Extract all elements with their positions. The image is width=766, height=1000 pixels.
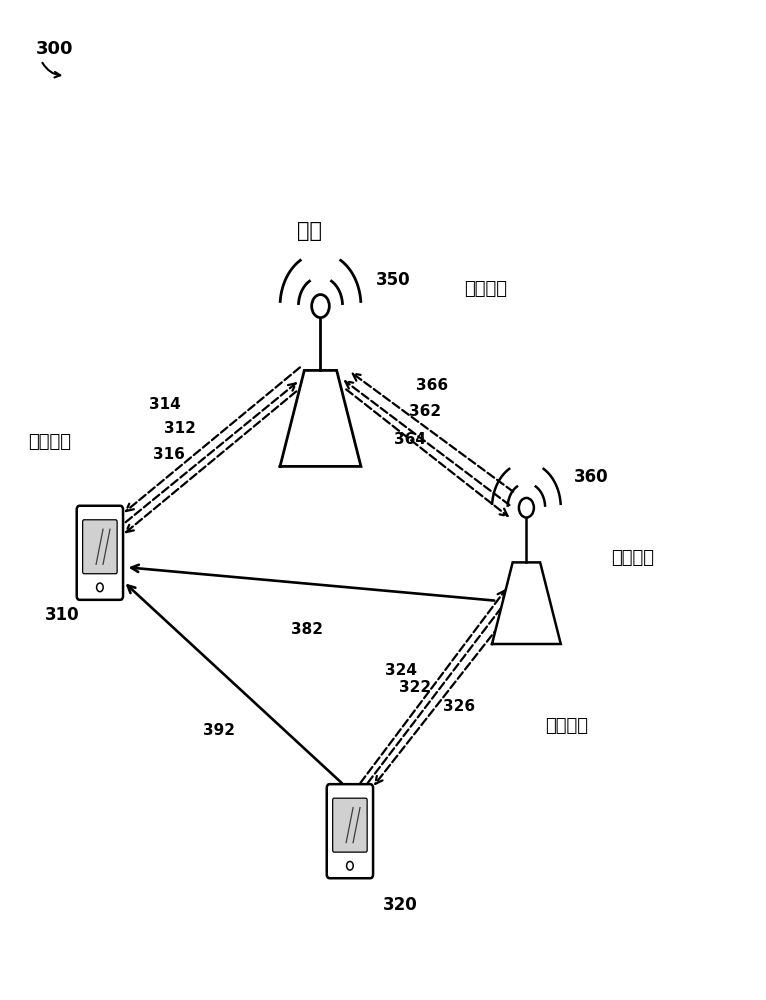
FancyBboxPatch shape bbox=[83, 520, 117, 574]
Text: 300: 300 bbox=[36, 40, 74, 58]
FancyArrowPatch shape bbox=[360, 591, 505, 783]
Text: 312: 312 bbox=[164, 421, 195, 436]
Polygon shape bbox=[492, 562, 561, 644]
Text: 382: 382 bbox=[291, 622, 323, 637]
Text: 326: 326 bbox=[444, 699, 476, 714]
FancyArrowPatch shape bbox=[352, 374, 513, 492]
Text: 316: 316 bbox=[152, 447, 185, 462]
FancyArrowPatch shape bbox=[126, 391, 296, 532]
FancyBboxPatch shape bbox=[332, 798, 367, 852]
Text: 直接链路: 直接链路 bbox=[28, 433, 71, 451]
Text: 366: 366 bbox=[416, 378, 448, 393]
Text: 360: 360 bbox=[574, 468, 609, 486]
FancyArrowPatch shape bbox=[368, 593, 512, 783]
Text: 320: 320 bbox=[383, 896, 417, 914]
FancyBboxPatch shape bbox=[327, 784, 373, 878]
Text: 314: 314 bbox=[149, 397, 181, 412]
Text: 接入链路: 接入链路 bbox=[545, 717, 588, 735]
Text: 310: 310 bbox=[44, 606, 80, 624]
FancyArrowPatch shape bbox=[126, 367, 300, 511]
FancyArrowPatch shape bbox=[126, 383, 296, 522]
Text: 中继节点: 中继节点 bbox=[611, 549, 654, 567]
Text: 基站: 基站 bbox=[297, 221, 322, 241]
FancyBboxPatch shape bbox=[77, 506, 123, 600]
FancyArrowPatch shape bbox=[128, 585, 342, 783]
Text: 322: 322 bbox=[398, 680, 430, 695]
Text: 364: 364 bbox=[394, 432, 426, 447]
Text: 392: 392 bbox=[203, 723, 235, 738]
Text: 350: 350 bbox=[375, 271, 411, 289]
FancyArrowPatch shape bbox=[346, 389, 508, 516]
FancyArrowPatch shape bbox=[131, 565, 494, 601]
Polygon shape bbox=[280, 370, 361, 466]
Text: 362: 362 bbox=[409, 404, 441, 419]
FancyArrowPatch shape bbox=[345, 381, 509, 505]
Text: 回程链路: 回程链路 bbox=[464, 280, 507, 298]
FancyArrowPatch shape bbox=[375, 598, 521, 784]
Text: 324: 324 bbox=[385, 663, 417, 678]
